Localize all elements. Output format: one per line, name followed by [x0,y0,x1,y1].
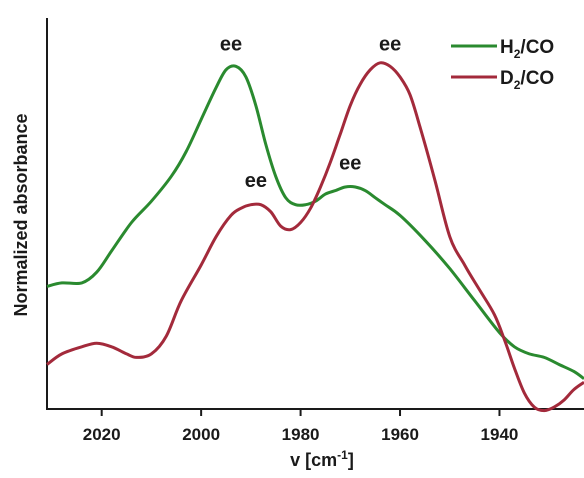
legend-label-d2co-main: D [500,68,514,89]
legend-label-h2co-sub: 2 [514,47,521,61]
series-line-h2-co [46,64,584,380]
peak-annotation: ee [379,33,401,55]
x-tick-label: 2000 [182,425,220,444]
x-axis-label-main: v [cm [290,450,337,470]
legend-label-d2co-rest: /CO [520,68,554,89]
peak-annotation: ee [339,152,361,174]
annotation-group: ee ee ee ee [220,33,401,192]
x-tick-label: 1980 [282,425,320,444]
x-tick-label: 1960 [381,425,419,444]
peak-annotation: ee [220,33,242,55]
legend-label-h2co: H2/CO [500,37,554,61]
x-tick-label: 2020 [83,425,121,444]
series-line-d2-co [46,61,584,413]
legend-label-d2co: D2/CO [500,68,554,92]
legend-label-h2co-main: H [500,37,514,58]
y-axis-label: Normalized absorbance [11,113,31,316]
legend: H2/CO D2/CO [451,37,554,92]
peak-annotation: ee [245,170,267,192]
x-tick-label: 1940 [481,425,519,444]
legend-label-d2co-sub: 2 [514,78,521,92]
legend-label-h2co-rest: /CO [520,37,554,58]
x-axis-label-end: ] [348,450,354,470]
x-tick-group: 2020 2000 1980 1960 1940 [83,409,519,444]
series-group [46,61,584,413]
x-axis-label: v [cm-1] [290,448,354,470]
x-axis-label-sup: -1 [337,448,348,462]
